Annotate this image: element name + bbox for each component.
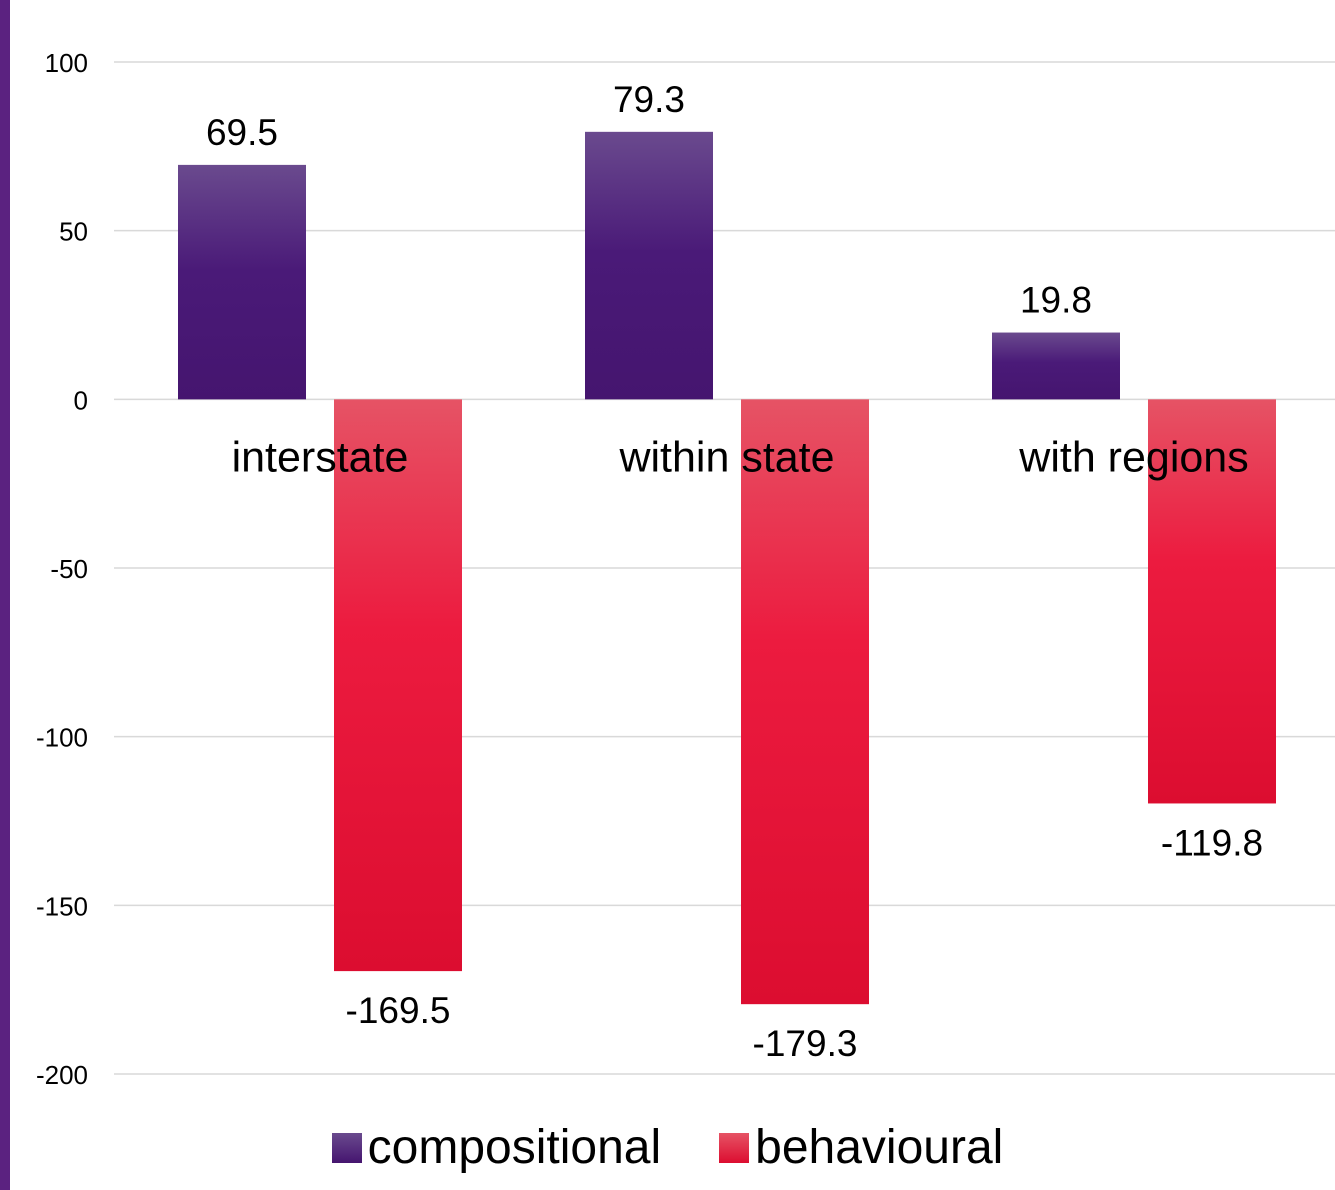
legend-swatch-compositional [331, 1133, 362, 1163]
y-tick-label: -100 [36, 723, 88, 753]
x-category-label: interstate [232, 433, 409, 481]
bar-compositional [585, 131, 713, 400]
data-label: 19.8 [1020, 280, 1092, 321]
legend: compositional behavioural [0, 1122, 1335, 1174]
data-label: -169.5 [346, 990, 451, 1031]
y-tick-label: 50 [59, 217, 88, 247]
bar-behavioural [1148, 399, 1276, 804]
y-tick-label: -200 [36, 1060, 88, 1090]
data-label: -179.3 [753, 1023, 858, 1064]
data-label: -119.8 [1161, 822, 1263, 863]
legend-item-behavioural: behavioural [719, 1124, 1003, 1172]
x-category-label: with regions [1018, 433, 1248, 481]
bar-behavioural [334, 399, 462, 972]
x-category-label: within state [618, 433, 834, 481]
y-tick-label: -150 [36, 891, 88, 921]
y-tick-label: -50 [50, 554, 88, 584]
legend-item-compositional: compositional [331, 1121, 662, 1174]
left-accent-strip [0, 0, 10, 1190]
y-tick-label: 0 [74, 385, 88, 415]
legend-swatch-behavioural [719, 1133, 750, 1163]
legend-label-compositional: compositional [367, 1121, 662, 1174]
bar-compositional [178, 164, 306, 400]
data-label: 69.5 [206, 112, 278, 153]
bar-compositional [992, 332, 1120, 400]
bar-chart: 100 50 0 -50 -100 -150 -200 69.5 -169.5 interstat… [36, 48, 1335, 1090]
data-label: 79.3 [613, 79, 685, 120]
bar-behavioural [741, 399, 869, 1005]
y-tick-label: 100 [45, 48, 88, 78]
legend-label-behavioural: behavioural [755, 1121, 1004, 1174]
